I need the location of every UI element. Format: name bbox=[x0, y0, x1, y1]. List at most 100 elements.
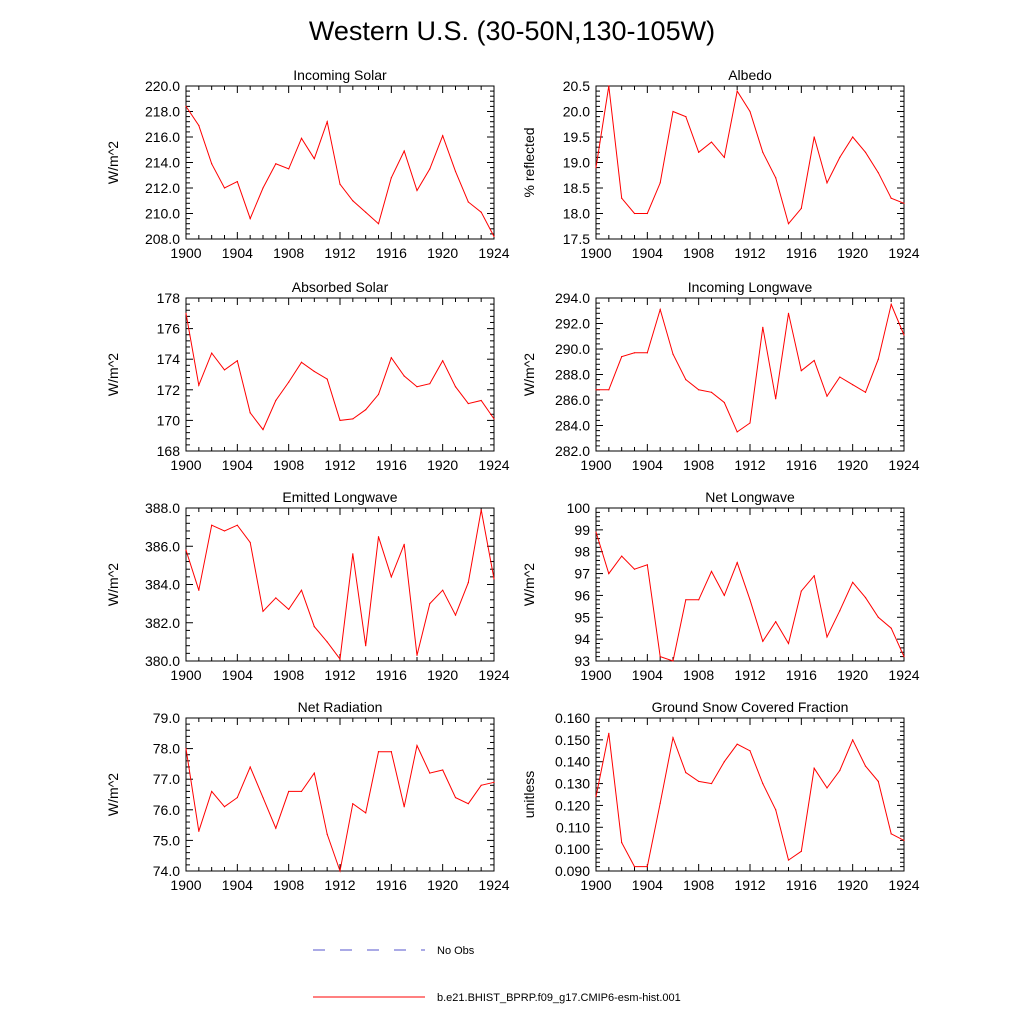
y-tick-label: 93 bbox=[574, 653, 590, 669]
y-tick-label: 94 bbox=[574, 631, 590, 647]
data-point bbox=[223, 530, 226, 532]
data-point bbox=[762, 151, 764, 153]
x-tick-label: 1916 bbox=[376, 667, 407, 683]
y-tick-label: 386.0 bbox=[145, 538, 180, 554]
data-point bbox=[710, 570, 713, 572]
data-point bbox=[339, 183, 341, 185]
data-point bbox=[749, 750, 751, 752]
data-point bbox=[839, 156, 841, 158]
x-tick-label: 1916 bbox=[786, 457, 817, 473]
x-tick-label: 1912 bbox=[734, 457, 765, 473]
plot-frame bbox=[185, 507, 495, 662]
data-point bbox=[659, 802, 661, 804]
panel-net-radiation: Net Radiation W/m^2 1900 1904 1908 1912 1916 19… bbox=[105, 699, 510, 893]
data-point bbox=[813, 359, 815, 362]
data-point bbox=[454, 796, 457, 799]
data-point bbox=[646, 212, 648, 215]
x-tick-label: 1900 bbox=[170, 245, 201, 261]
data-point bbox=[377, 536, 380, 538]
x-tick-label: 1904 bbox=[632, 457, 663, 473]
x-tick-label: 1904 bbox=[222, 245, 253, 261]
y-tick-label: 100 bbox=[567, 500, 591, 516]
data-point bbox=[467, 402, 469, 405]
y-tick-label: 292.0 bbox=[555, 316, 590, 332]
y-tick-label: 170 bbox=[157, 412, 181, 428]
data-point bbox=[262, 610, 264, 612]
x-tick-label: 1924 bbox=[888, 877, 919, 893]
panel-incoming-solar: Incoming Solar W/m^2 1900 1904 1908 1912 1916 1… bbox=[105, 67, 510, 261]
y-tick-label: 218.0 bbox=[145, 104, 180, 120]
y-axis-label: unitless bbox=[521, 771, 537, 818]
y-axis-label: W/m^2 bbox=[105, 353, 121, 396]
x-tick-label: 1916 bbox=[786, 877, 817, 893]
x-tick-label: 1900 bbox=[170, 457, 201, 473]
y-tick-label: 79.0 bbox=[153, 710, 180, 726]
data-point bbox=[621, 197, 623, 199]
x-tick-label: 1912 bbox=[324, 667, 355, 683]
y-tick-label: 96 bbox=[574, 587, 590, 603]
data-point bbox=[313, 625, 315, 628]
data-point bbox=[493, 235, 495, 238]
x-tick-label: 1900 bbox=[170, 667, 201, 683]
x-tick-label: 1900 bbox=[580, 877, 611, 893]
x-tick-label: 1924 bbox=[478, 877, 509, 893]
panel-emitted-longwave: Emitted Longwave W/m^2 1900 1904 1908 1912 191… bbox=[105, 489, 510, 683]
y-tick-label: 74.0 bbox=[153, 863, 180, 879]
data-point bbox=[621, 841, 623, 844]
x-tick-label: 1908 bbox=[273, 877, 304, 893]
data-point bbox=[300, 137, 303, 139]
y-tick-label: 294.0 bbox=[555, 290, 590, 306]
data-point bbox=[390, 177, 392, 179]
data-point bbox=[300, 361, 303, 363]
y-tick-label: 0.150 bbox=[555, 732, 590, 748]
data-point bbox=[249, 218, 251, 220]
data-point bbox=[608, 85, 610, 87]
y-tick-label: 0.120 bbox=[555, 797, 590, 813]
panel-incoming-longwave: Incoming Longwave W/m^2 1900 1904 1908 1912 19… bbox=[521, 279, 920, 473]
data-point bbox=[736, 90, 738, 92]
data-point bbox=[762, 640, 764, 642]
data-point bbox=[839, 610, 841, 612]
data-point bbox=[198, 384, 200, 386]
data-point bbox=[826, 787, 828, 789]
y-tick-label: 168 bbox=[157, 443, 181, 459]
x-tick-label: 1904 bbox=[632, 245, 663, 261]
data-point bbox=[493, 578, 495, 580]
panel-net-longwave: Net Longwave W/m^2 1900 1904 1908 1912 1916 192… bbox=[521, 489, 920, 683]
data-point bbox=[390, 751, 392, 753]
data-point bbox=[672, 353, 674, 355]
plot-frame bbox=[595, 297, 905, 452]
data-point bbox=[800, 207, 802, 209]
data-point bbox=[211, 352, 213, 354]
x-tick-label: 1920 bbox=[837, 667, 868, 683]
x-tick-label: 1912 bbox=[324, 877, 355, 893]
data-point bbox=[249, 541, 251, 544]
data-point bbox=[864, 151, 867, 153]
data-point bbox=[416, 654, 418, 656]
x-tick-label: 1900 bbox=[170, 877, 201, 893]
data-point bbox=[685, 379, 687, 381]
data-point bbox=[185, 549, 187, 551]
y-tick-label: 176 bbox=[157, 321, 181, 337]
y-tick-label: 78.0 bbox=[153, 741, 180, 757]
x-tick-label: 1904 bbox=[632, 877, 663, 893]
x-tick-label: 1920 bbox=[837, 245, 868, 261]
data-point bbox=[313, 158, 315, 160]
data-point bbox=[429, 772, 431, 774]
data-point bbox=[416, 386, 418, 388]
data-point bbox=[480, 211, 482, 213]
y-tick-label: 212.0 bbox=[145, 180, 180, 196]
data-point bbox=[813, 767, 815, 769]
y-tick-label: 99 bbox=[574, 522, 590, 538]
panel-title: Albedo bbox=[728, 67, 772, 83]
data-point bbox=[198, 124, 200, 127]
data-point bbox=[787, 642, 790, 645]
data-point bbox=[787, 859, 790, 861]
data-point bbox=[339, 870, 341, 872]
data-point bbox=[736, 562, 738, 564]
data-point bbox=[826, 182, 828, 184]
x-tick-label: 1908 bbox=[683, 245, 714, 261]
data-point bbox=[223, 187, 226, 189]
data-point bbox=[852, 136, 854, 138]
data-point bbox=[236, 181, 238, 183]
